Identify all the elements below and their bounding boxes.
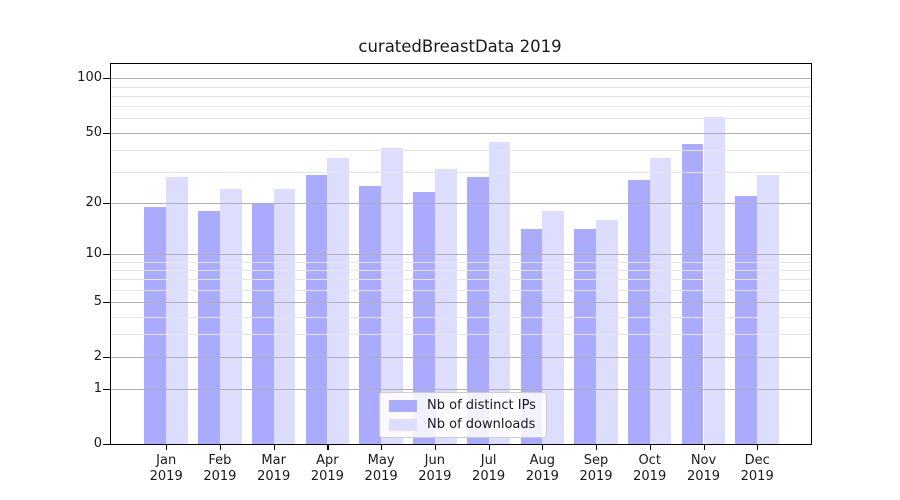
x-axis-tick-dec <box>757 445 759 450</box>
x-axis-tick-jun <box>434 445 436 450</box>
x-axis-tick-feb <box>219 445 222 450</box>
y-axis-tick-10 <box>103 254 110 256</box>
y-axis-tick-label-50: 50 <box>85 124 102 140</box>
y-axis-tick-50 <box>103 132 110 134</box>
bar-apr-distinct-ips <box>305 174 328 444</box>
x-axis-label-aug: Aug 2019 <box>525 453 559 484</box>
y-axis-tick-label-20: 20 <box>85 194 102 210</box>
bar-jan-downloads <box>166 177 188 444</box>
x-axis-label-jun: Jun 2019 <box>418 453 452 484</box>
bar-jan-distinct-ips <box>144 206 167 444</box>
y-axis-tick-label-100: 100 <box>77 70 102 86</box>
bar-may-downloads <box>381 147 403 444</box>
x-axis-label-apr: Apr 2019 <box>310 453 344 484</box>
x-axis-tick-jan <box>166 445 168 450</box>
y-axis-tick-0 <box>103 444 110 446</box>
bar-mar-downloads <box>273 188 296 444</box>
x-axis-label-mar: Mar 2019 <box>257 453 291 484</box>
y-axis-tick-2 <box>103 357 110 359</box>
bar-dec-distinct-ips <box>735 195 758 444</box>
y-axis-tick-label-1: 1 <box>93 381 102 397</box>
x-axis-tick-aug <box>542 445 544 450</box>
bar-may-distinct-ips <box>359 185 382 444</box>
legend-label-downloads: Nb of downloads <box>427 417 536 432</box>
x-axis-tick-nov <box>703 445 705 450</box>
x-axis-tick-apr <box>327 445 329 450</box>
legend-entry-distinct-ips: Nb of distinct IPs <box>389 398 536 413</box>
x-axis-tick-mar <box>273 445 275 450</box>
legend-swatch-downloads <box>389 418 417 431</box>
bar-jul-downloads <box>488 142 511 444</box>
x-axis-label-oct: Oct 2019 <box>633 453 667 484</box>
x-axis-tick-sep <box>596 445 598 450</box>
x-axis-tick-may <box>381 445 383 450</box>
x-axis-label-dec: Dec 2019 <box>740 453 774 484</box>
x-axis-label-jul: Jul 2019 <box>472 453 506 484</box>
bars-layer <box>111 64 811 444</box>
y-axis-tick-20 <box>103 202 110 204</box>
bar-jun-distinct-ips <box>413 192 435 444</box>
y-axis-tick-1 <box>103 389 110 391</box>
legend-swatch-distinct-ips <box>389 399 417 412</box>
bar-aug-downloads <box>542 210 565 444</box>
x-axis-label-may: May 2019 <box>364 453 398 484</box>
x-axis-tick-jul <box>488 445 490 450</box>
x-axis-tick-oct <box>649 445 651 450</box>
bar-mar-distinct-ips <box>251 202 274 444</box>
legend-label-distinct-ips: Nb of distinct IPs <box>427 398 536 413</box>
x-axis-label-nov: Nov 2019 <box>686 453 721 484</box>
bar-oct-downloads <box>649 157 672 444</box>
y-axis-tick-5 <box>103 302 110 304</box>
bar-dec-downloads <box>757 174 779 444</box>
x-axis-label-sep: Sep 2019 <box>579 453 613 484</box>
bar-feb-distinct-ips <box>198 210 220 444</box>
chart-title: curatedBreastData 2019 <box>358 37 562 56</box>
y-axis-tick-label-0: 0 <box>93 436 102 451</box>
legend-entry-downloads: Nb of downloads <box>389 417 536 432</box>
x-axis-label-feb: Feb 2019 <box>203 453 237 484</box>
y-axis-tick-label-10: 10 <box>85 246 102 261</box>
bar-nov-distinct-ips <box>681 144 704 444</box>
bar-jul-distinct-ips <box>466 177 489 444</box>
bar-sep-distinct-ips <box>574 229 596 444</box>
x-axis-label-jan: Jan 2019 <box>149 453 183 484</box>
legend: Nb of distinct IPs Nb of downloads <box>379 392 547 438</box>
bar-jun-downloads <box>434 169 457 444</box>
y-axis-tick-label-5: 5 <box>93 294 102 309</box>
y-axis-tick-label-2: 2 <box>93 349 102 364</box>
bar-nov-downloads <box>703 117 726 444</box>
bar-feb-downloads <box>219 188 242 444</box>
bar-sep-downloads <box>596 219 618 444</box>
plot-area: Nb of distinct IPs Nb of downloads 0 1 2 5 1… <box>77 63 812 484</box>
bar-oct-distinct-ips <box>627 180 650 444</box>
bar-apr-downloads <box>327 157 350 444</box>
bar-aug-distinct-ips <box>520 229 543 444</box>
y-axis-tick-100 <box>103 78 110 80</box>
